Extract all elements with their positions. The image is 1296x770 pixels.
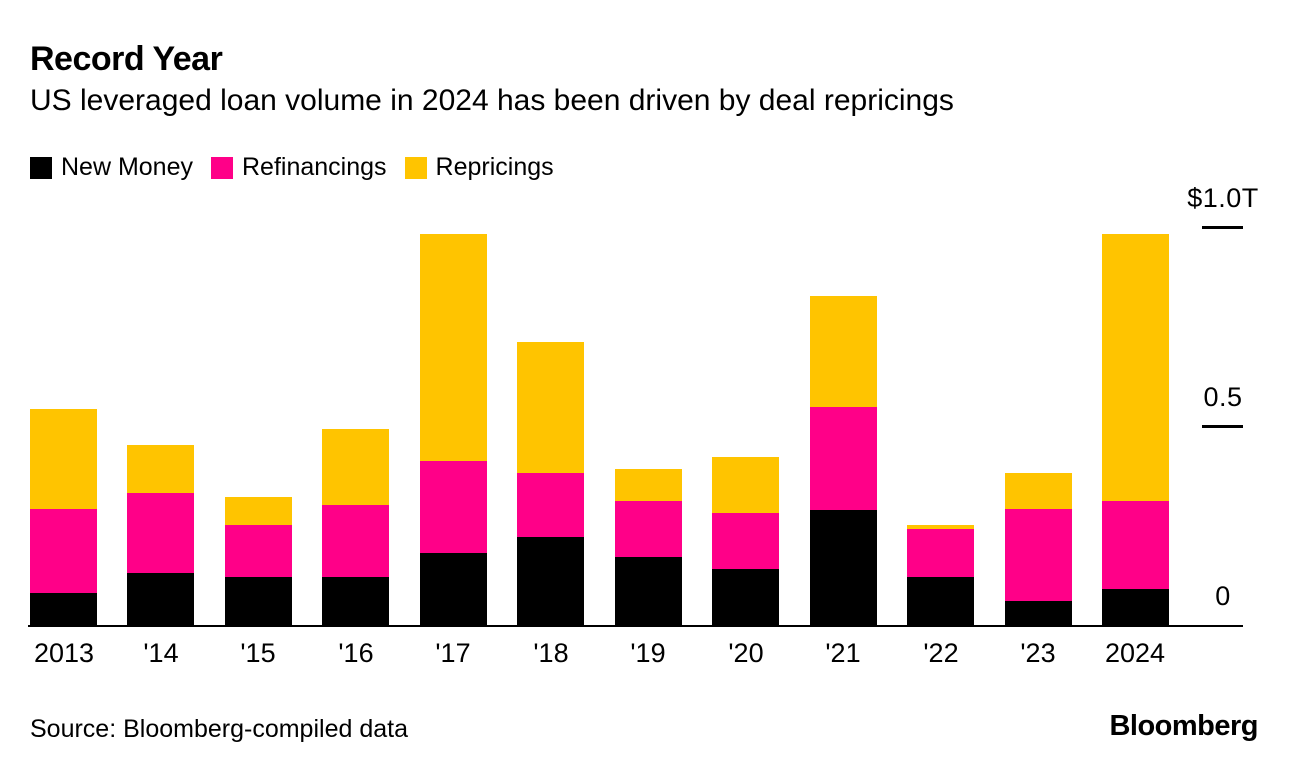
bar-segment-15-refinancings: [225, 525, 292, 577]
bar-segment-2013-new-money: [30, 593, 97, 625]
chart-subtitle: US leveraged loan volume in 2024 has bee…: [30, 84, 954, 117]
legend-label: Repricings: [435, 153, 554, 181]
x-axis-label: '19: [630, 638, 666, 668]
x-axis-label: '20: [728, 638, 764, 668]
x-axis-label: '17: [435, 638, 471, 668]
x-axis-label: 2013: [33, 638, 95, 668]
bar-segment-2013-repricings: [30, 409, 97, 509]
legend-swatch-icon: [404, 156, 427, 179]
y-axis-label: 0.5: [1203, 382, 1243, 412]
x-axis-baseline: [28, 625, 1243, 627]
legend-label: Refinancings: [242, 153, 387, 181]
x-axis-label: '16: [338, 638, 374, 668]
chart-title: Record Year: [30, 40, 223, 78]
bar-segment-19-new-money: [615, 557, 682, 625]
x-axis-label: 2024: [1104, 638, 1166, 668]
x-axis-label: '18: [533, 638, 569, 668]
bar-segment-23-refinancings: [1005, 509, 1072, 601]
bar-segment-2024-refinancings: [1102, 501, 1169, 589]
bar-segment-18-repricings: [517, 342, 584, 473]
x-axis-label: '15: [240, 638, 276, 668]
y-axis-tick: [1202, 226, 1243, 229]
bar-segment-21-refinancings: [810, 407, 877, 510]
bloomberg-logo: Bloomberg: [1109, 710, 1258, 742]
bar-segment-17-repricings: [420, 234, 487, 461]
bar-segment-15-repricings: [225, 497, 292, 525]
bar-segment-20-new-money: [712, 569, 779, 625]
bar-segment-18-refinancings: [517, 473, 584, 537]
legend: New Money Refinancings Repricings: [30, 153, 572, 182]
y-axis-label: $1.0T: [1187, 183, 1259, 213]
bar-segment-16-repricings: [322, 429, 389, 505]
bar-segment-19-repricings: [615, 469, 682, 501]
bar-segment-2013-refinancings: [30, 509, 97, 593]
legend-label: New Money: [61, 153, 193, 181]
bar-segment-21-repricings: [810, 296, 877, 407]
bar-segment-19-refinancings: [615, 501, 682, 557]
bar-segment-20-repricings: [712, 457, 779, 513]
bar-segment-17-new-money: [420, 553, 487, 625]
legend-item-new-money: New Money: [30, 153, 193, 182]
bar-segment-2024-new-money: [1102, 589, 1169, 625]
bar-segment-16-refinancings: [322, 505, 389, 577]
bar-segment-16-new-money: [322, 577, 389, 625]
bar-segment-22-repricings: [907, 525, 974, 529]
x-axis-label: '22: [923, 638, 959, 668]
bar-segment-15-new-money: [225, 577, 292, 625]
bar-segment-17-refinancings: [420, 461, 487, 553]
bar-segment-23-repricings: [1005, 473, 1072, 509]
y-axis-label: 0: [1215, 581, 1231, 611]
bar-segment-22-refinancings: [907, 529, 974, 577]
legend-swatch-icon: [211, 156, 233, 179]
bar-segment-20-refinancings: [712, 513, 779, 569]
legend-item-repricings: Repricings: [404, 153, 554, 182]
legend-item-refinancings: Refinancings: [211, 153, 387, 182]
source-note: Source: Bloomberg-compiled data: [30, 715, 408, 743]
y-axis-tick: [1202, 425, 1243, 428]
bar-segment-23-new-money: [1005, 601, 1072, 625]
x-axis-label: '14: [143, 638, 179, 668]
bar-segment-14-refinancings: [127, 493, 194, 573]
bar-segment-14-new-money: [127, 573, 194, 625]
bar-segment-14-repricings: [127, 445, 194, 493]
bar-segment-2024-repricings: [1102, 234, 1169, 501]
bar-segment-18-new-money: [517, 537, 584, 625]
bar-segment-22-new-money: [907, 577, 974, 625]
legend-swatch-icon: [30, 156, 52, 179]
x-axis-label: '21: [825, 638, 861, 668]
bar-segment-21-new-money: [810, 510, 877, 625]
x-axis-label: '23: [1020, 638, 1056, 668]
